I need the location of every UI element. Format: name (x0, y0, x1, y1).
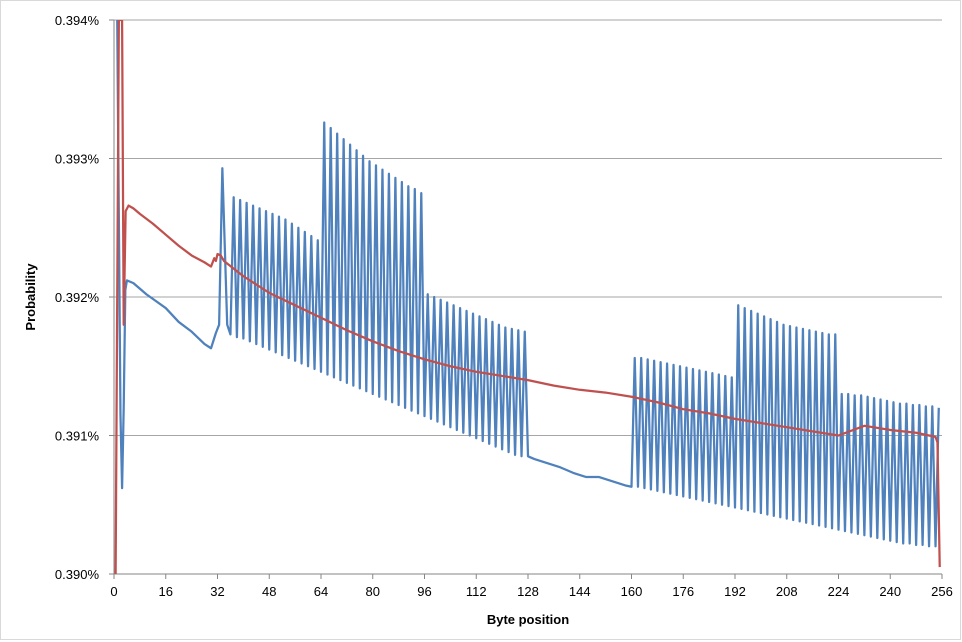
x-axis-title: Byte position (487, 612, 569, 627)
y-tick-label: 0.391% (55, 429, 100, 444)
x-tick-label: 48 (262, 584, 276, 599)
x-tick-label: 192 (724, 584, 746, 599)
x-tick-label: 176 (672, 584, 694, 599)
gridlines (114, 19, 942, 436)
x-tick-label: 32 (210, 584, 224, 599)
y-tick-label: 0.390% (55, 567, 100, 582)
x-tick-label: 208 (776, 584, 798, 599)
tick-labels: 0.390% 0.391% 0.392% 0.393% 0.394% 0 16 32 48 64 8… (55, 13, 953, 599)
red-series-line (114, 20, 941, 574)
x-tick-label: 240 (879, 584, 901, 599)
y-tick-label: 0.394% (55, 13, 100, 28)
x-tick-label: 96 (417, 584, 431, 599)
x-tick-label: 64 (314, 584, 328, 599)
y-tick-label: 0.392% (55, 290, 100, 305)
x-tick-label: 144 (569, 584, 591, 599)
y-axis-title: Probability (23, 263, 38, 331)
x-tick-label: 224 (828, 584, 850, 599)
x-tick-label: 256 (931, 584, 953, 599)
x-tick-label: 0 (110, 584, 117, 599)
y-tick-label: 0.393% (55, 152, 100, 167)
x-tick-label: 112 (466, 584, 487, 599)
series-lines (114, 20, 941, 574)
x-tick-label: 128 (517, 584, 539, 599)
axes (109, 19, 943, 579)
x-tick-label: 16 (159, 584, 173, 599)
x-tick-label: 80 (366, 584, 380, 599)
blue-series-line (116, 20, 940, 548)
x-tick-label: 160 (621, 584, 643, 599)
